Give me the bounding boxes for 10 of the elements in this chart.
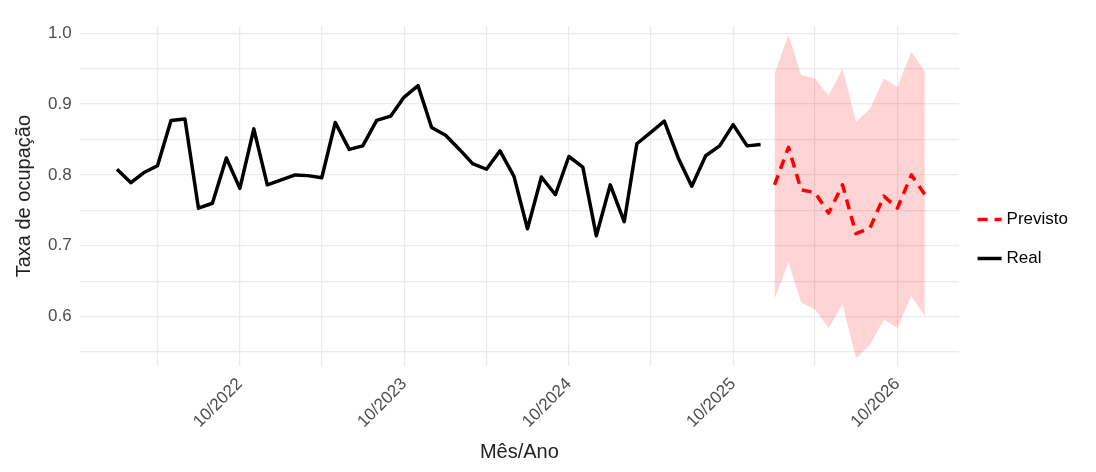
y-tick-label: 0.8 bbox=[47, 164, 72, 184]
legend-label: Previsto bbox=[1006, 209, 1069, 229]
legend-label: Real bbox=[1006, 248, 1042, 268]
line-series bbox=[772, 145, 927, 236]
y-tick-label: 0.9 bbox=[47, 93, 72, 113]
y-tick-label: 0.7 bbox=[47, 235, 72, 255]
y-tick-label: 0.6 bbox=[47, 306, 72, 326]
y-axis-title: Taxa de ocupação bbox=[11, 114, 34, 278]
y-tick-label: 1.0 bbox=[47, 22, 72, 42]
x-axis-title: Mês/Ano bbox=[479, 439, 559, 462]
